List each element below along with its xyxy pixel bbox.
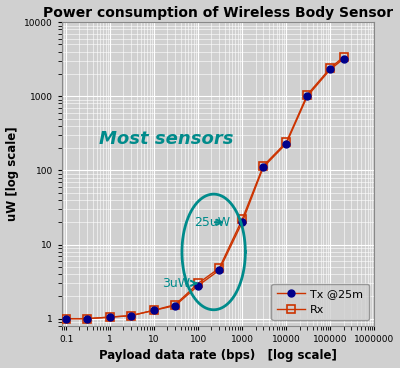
Tx @25m <box>129 314 134 318</box>
Tx @25m <box>240 220 245 224</box>
Rx <box>173 302 178 307</box>
Text: 25uW: 25uW <box>194 216 230 229</box>
Rx <box>261 164 266 168</box>
Rx <box>284 140 289 144</box>
Rx <box>341 54 346 59</box>
Text: 3uW: 3uW <box>162 277 196 290</box>
Tx @25m <box>305 94 310 99</box>
Rx <box>328 66 333 70</box>
Text: Most sensors: Most sensors <box>99 130 234 148</box>
Tx @25m <box>85 316 90 321</box>
Line: Tx @25m: Tx @25m <box>63 55 347 322</box>
Rx <box>196 281 201 286</box>
Rx <box>85 316 90 321</box>
Rx <box>240 217 245 222</box>
Rx <box>217 266 222 270</box>
Legend: Tx @25m, Rx: Tx @25m, Rx <box>271 284 369 320</box>
Tx @25m <box>284 141 289 146</box>
Tx @25m <box>152 308 157 312</box>
Rx <box>129 314 134 318</box>
Rx <box>305 92 310 97</box>
Tx @25m <box>64 316 68 321</box>
Tx @25m <box>261 165 266 170</box>
Rx <box>152 308 157 312</box>
Rx <box>64 316 68 321</box>
Tx @25m <box>173 303 178 308</box>
Tx @25m <box>108 315 112 319</box>
Title: Power consumption of Wireless Body Sensor: Power consumption of Wireless Body Senso… <box>43 6 393 20</box>
Tx @25m <box>217 268 222 272</box>
Y-axis label: uW [log scale]: uW [log scale] <box>6 127 18 221</box>
Rx <box>108 315 112 319</box>
X-axis label: Payload data rate (bps)   [log scale]: Payload data rate (bps) [log scale] <box>99 350 337 362</box>
Line: Rx: Rx <box>62 53 348 323</box>
Tx @25m <box>196 283 201 288</box>
Tx @25m <box>328 67 333 72</box>
Tx @25m <box>341 57 346 61</box>
